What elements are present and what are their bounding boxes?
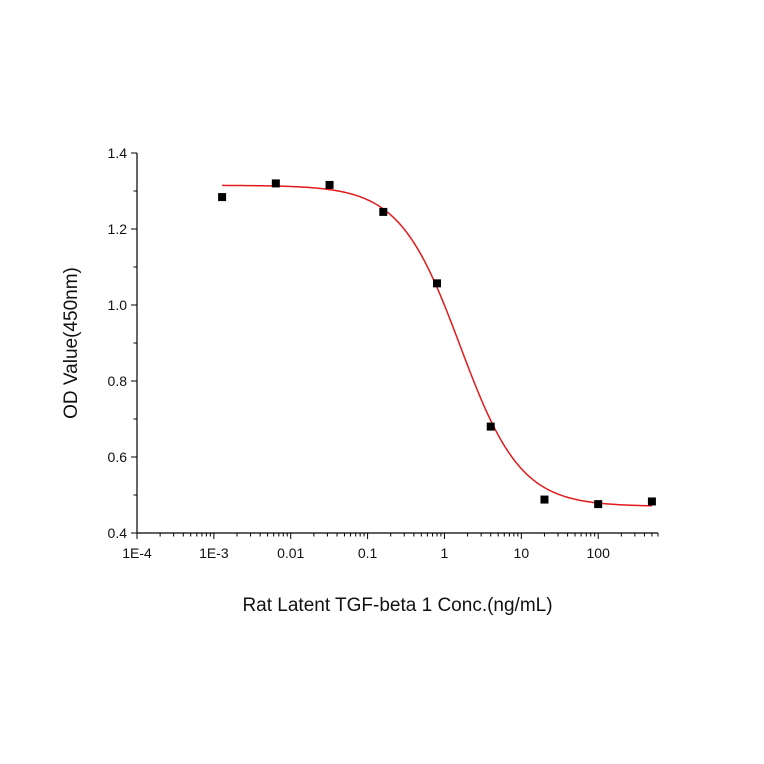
x-tick-label: 100 — [587, 545, 611, 561]
x-axis-ticks: 1E-4 1E-3 0.01 0.1 1 10 100 — [122, 533, 659, 561]
data-point — [486, 422, 495, 431]
y-tick-label: 1.2 — [108, 221, 128, 237]
y-tick-label: 0.4 — [108, 525, 128, 541]
data-point — [594, 500, 603, 509]
x-tick-label: 10 — [514, 545, 530, 561]
x-tick-label: 1E-4 — [122, 545, 152, 561]
x-tick-label: 1 — [441, 545, 449, 561]
data-point — [379, 207, 388, 216]
data-points — [218, 179, 656, 509]
data-point — [271, 179, 280, 188]
data-point — [647, 497, 656, 506]
axes — [136, 153, 658, 534]
x-axis-title: Rat Latent TGF-beta 1 Conc.(ng/mL) — [242, 595, 552, 616]
y-axis-title: OD Value(450nm) — [61, 267, 82, 419]
y-tick-label: 1.4 — [108, 145, 128, 161]
x-tick-label: 1E-3 — [199, 545, 229, 561]
fit-curve — [222, 184, 652, 507]
data-point — [433, 279, 442, 288]
y-tick-label: 1.0 — [108, 297, 128, 313]
x-tick-label: 0.1 — [358, 545, 378, 561]
fit-curve-group — [222, 184, 652, 507]
data-point — [325, 180, 334, 189]
y-axis-ticks: 0.4 0.6 0.8 1.0 1.2 1.4 — [108, 145, 137, 541]
y-tick-label: 0.6 — [108, 449, 128, 465]
data-point — [218, 193, 227, 202]
y-tick-label: 0.8 — [108, 373, 128, 389]
data-point — [540, 495, 549, 504]
x-tick-label: 0.01 — [277, 545, 304, 561]
